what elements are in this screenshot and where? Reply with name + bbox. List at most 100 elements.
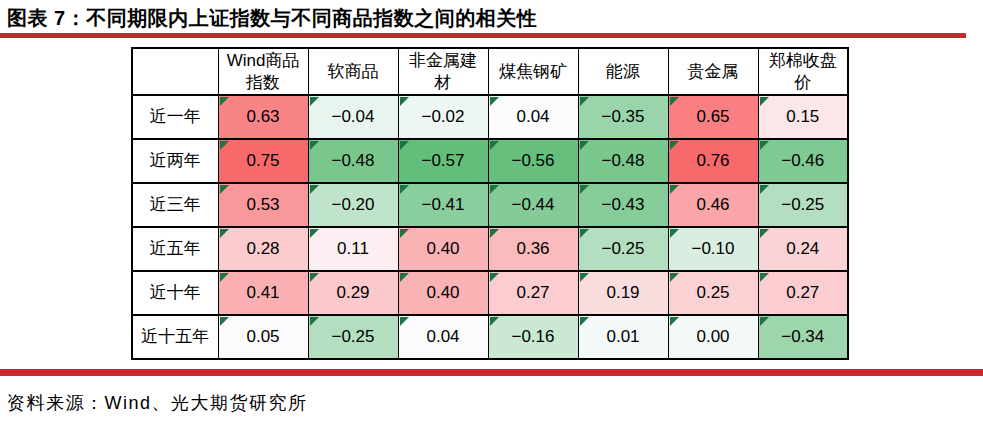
header-row: Wind商品指数软商品非金属建材煤焦钢矿能源贵金属郑棉收盘价	[132, 48, 848, 95]
table-row: 近五年0.28 0.11 0.40 0.36 −0.25 −0.10 0.24	[132, 227, 848, 271]
cell-value: −0.16	[511, 327, 554, 346]
corner-flag-icon	[580, 317, 589, 326]
heatmap-cell: 0.28	[218, 227, 308, 271]
heatmap-cell: −0.02	[398, 95, 488, 139]
heatmap-cell: −0.34	[758, 315, 848, 359]
heatmap-cell: −0.25	[758, 183, 848, 227]
column-header: 贵金属	[668, 48, 758, 95]
cell-value: 0.27	[516, 283, 549, 302]
corner-flag-icon	[400, 317, 409, 326]
column-header: 软商品	[308, 48, 398, 95]
corner-flag-icon	[490, 317, 499, 326]
corner-flag-icon	[220, 97, 229, 106]
corner-flag-icon	[220, 317, 229, 326]
cell-value: −0.25	[601, 239, 644, 258]
corner-flag-icon	[400, 273, 409, 282]
cell-value: 0.04	[516, 107, 549, 126]
heatmap-cell: 0.01	[578, 315, 668, 359]
row-header: 近五年	[132, 227, 218, 271]
corner-flag-icon	[490, 229, 499, 238]
heatmap-cell: −0.46	[758, 139, 848, 183]
cell-value: 0.00	[696, 327, 729, 346]
corner-flag-icon	[310, 185, 319, 194]
corner-flag-icon	[310, 273, 319, 282]
corner-flag-icon	[580, 141, 589, 150]
corner-flag-icon	[220, 185, 229, 194]
cell-value: 0.27	[786, 283, 819, 302]
figure-title: 图表 7：不同期限内上证指数与不同商品指数之间的相关性	[7, 5, 537, 32]
cell-value: −0.10	[691, 239, 734, 258]
corner-flag-icon	[310, 141, 319, 150]
corner-flag-icon	[490, 141, 499, 150]
cell-value: 0.05	[246, 327, 279, 346]
heatmap-cell: 0.15	[758, 95, 848, 139]
heatmap-cell: 0.63	[218, 95, 308, 139]
heatmap-cell: 0.75	[218, 139, 308, 183]
table-row: 近两年0.75−0.48−0.57−0.56−0.480.76−0.46	[132, 139, 848, 183]
heatmap-cell: 0.27	[758, 271, 848, 315]
table-body: 近一年0.63−0.04−0.020.04−0.350.650.15近两年0.7…	[132, 95, 848, 359]
cell-value: −0.44	[511, 195, 554, 214]
table-row: 近十年0.410.290.400.270.190.250.27	[132, 271, 848, 315]
cell-value: −0.25	[331, 327, 374, 346]
corner-flag-icon	[490, 273, 499, 282]
heatmap-cell: 0.36	[488, 227, 578, 271]
corner-flag-icon	[580, 229, 589, 238]
corner-flag-icon	[220, 273, 229, 282]
row-header: 近十五年	[132, 315, 218, 359]
cell-value: −0.35	[601, 107, 644, 126]
heatmap-cell: 0.11	[308, 227, 398, 271]
heatmap-cell: −0.41	[398, 183, 488, 227]
cell-value: 0.36	[516, 239, 549, 258]
corner-flag-icon	[580, 185, 589, 194]
corner-flag-icon	[220, 229, 229, 238]
corner-cell	[132, 48, 218, 95]
cell-value: 0.25	[696, 283, 729, 302]
cell-value: 0.65	[696, 107, 729, 126]
corner-flag-icon	[760, 229, 769, 238]
cell-value: −0.02	[421, 107, 464, 126]
corner-flag-icon	[580, 97, 589, 106]
table-row: 近一年0.63−0.04−0.020.04−0.350.650.15	[132, 95, 848, 139]
heatmap-cell: 0.27	[488, 271, 578, 315]
cell-value: 0.11	[337, 239, 369, 258]
column-header: 能源	[578, 48, 668, 95]
heatmap-cell: 0.04	[488, 95, 578, 139]
table-row: 近三年0.53−0.20−0.41−0.44−0.430.46−0.25	[132, 183, 848, 227]
cell-value: 0.40	[426, 283, 459, 302]
heatmap-cell: 0.24	[758, 227, 848, 271]
corner-flag-icon	[490, 97, 499, 106]
heatmap-cell: 0.00	[668, 315, 758, 359]
cell-value: −0.56	[511, 151, 554, 170]
cell-value: 0.41	[246, 283, 279, 302]
corner-flag-icon	[670, 97, 679, 106]
cell-value: 0.46	[696, 195, 729, 214]
cell-value: 0.29	[336, 283, 369, 302]
heatmap-cell: −0.04	[308, 95, 398, 139]
heatmap-cell: −0.25	[578, 227, 668, 271]
row-header: 近三年	[132, 183, 218, 227]
cell-value: −0.48	[601, 151, 644, 170]
corner-flag-icon	[310, 317, 319, 326]
cell-value: 0.19	[606, 283, 639, 302]
corner-flag-icon	[400, 185, 409, 194]
corner-flag-icon	[760, 141, 769, 150]
cell-value: −0.41	[421, 195, 464, 214]
corner-flag-icon	[670, 229, 679, 238]
table-row: 近十五年0.05−0.250.04−0.160.010.00−0.34	[132, 315, 848, 359]
heatmap-cell: 0.29	[308, 271, 398, 315]
cell-value: 0.40	[426, 239, 459, 258]
table-header: Wind商品指数软商品非金属建材煤焦钢矿能源贵金属郑棉收盘价	[132, 48, 848, 95]
heatmap-cell: −0.48	[308, 139, 398, 183]
cell-value: −0.34	[781, 327, 824, 346]
heatmap-cell: −0.56	[488, 139, 578, 183]
cell-value: −0.25	[781, 195, 824, 214]
corner-flag-icon	[670, 273, 679, 282]
cell-value: −0.20	[331, 195, 374, 214]
corner-flag-icon	[760, 97, 769, 106]
source-note: 资料来源：Wind、光大期货研究所	[7, 391, 308, 415]
heatmap-cell: 0.41	[218, 271, 308, 315]
cell-value: 0.53	[246, 195, 279, 214]
heatmap-cell: 0.40	[398, 271, 488, 315]
heatmap-cell: 0.46	[668, 183, 758, 227]
